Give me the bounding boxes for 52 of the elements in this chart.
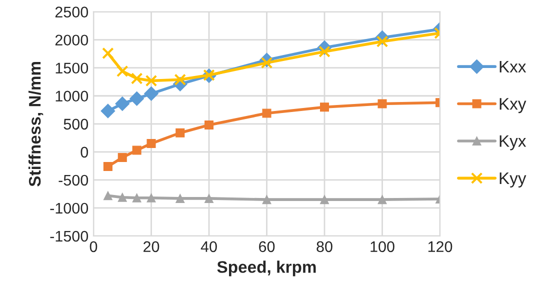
- point: [118, 153, 127, 162]
- point: [378, 99, 387, 108]
- point: [146, 139, 156, 148]
- x-tick-label: 40: [200, 241, 217, 252]
- y-tick-label: -500: [58, 174, 88, 186]
- x-tick-label: 120: [428, 241, 452, 252]
- legend-label: Kxx: [500, 60, 526, 72]
- point: [376, 36, 388, 48]
- legend-label: Kyy: [500, 172, 526, 188]
- y-tick-label: 1000: [56, 90, 88, 102]
- point: [132, 146, 142, 155]
- legend-label: Kxy: [500, 98, 526, 114]
- point: [144, 86, 158, 101]
- point: [103, 162, 112, 172]
- point: [146, 193, 156, 202]
- x-axis-title: Speed, krpm: [217, 260, 316, 276]
- point: [204, 120, 214, 130]
- y-tick-label: 2000: [55, 34, 88, 46]
- point: [262, 195, 272, 204]
- y-tick-label: 1500: [56, 62, 88, 74]
- point: [132, 193, 142, 202]
- point: [102, 47, 114, 60]
- x-tick-label: 60: [259, 241, 275, 252]
- point: [320, 102, 330, 112]
- point: [320, 195, 330, 204]
- y-tick-label: 500: [64, 118, 88, 130]
- point: [116, 65, 128, 78]
- point: [118, 192, 127, 202]
- point: [378, 195, 387, 204]
- point: [318, 46, 330, 58]
- x-tick-label: 80: [316, 241, 332, 252]
- point: [260, 56, 273, 69]
- point: [262, 108, 272, 118]
- x-tick-label: 20: [144, 241, 160, 252]
- legend-label: Kyx: [500, 135, 526, 150]
- y-tick-label: 0: [80, 146, 88, 158]
- y-tick-label: 2500: [55, 6, 88, 18]
- point: [176, 194, 185, 203]
- x-tick-label: 0: [90, 241, 98, 252]
- point: [130, 91, 144, 106]
- point: [115, 96, 130, 111]
- point: [176, 128, 185, 138]
- point: [204, 194, 214, 203]
- y-axis-title: Stiffness, N/mm: [28, 62, 44, 186]
- point: [174, 74, 186, 86]
- y-tick-label: -1500: [50, 230, 88, 242]
- point: [100, 104, 116, 118]
- point: [130, 72, 143, 84]
- x-tick-label: 100: [370, 241, 394, 252]
- point: [145, 74, 158, 87]
- y-tick-label: -1000: [50, 202, 88, 214]
- point: [103, 191, 112, 200]
